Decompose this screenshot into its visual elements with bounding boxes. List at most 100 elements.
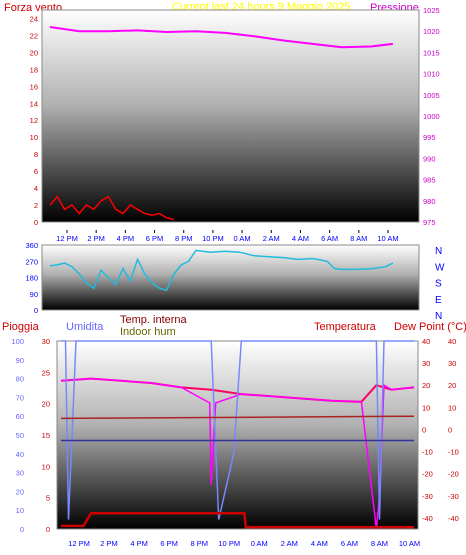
top-xtick-label: 0 AM	[234, 234, 251, 243]
dew-point-ytick-label: 20	[448, 381, 456, 390]
pressure-ytick-label: 1005	[423, 91, 440, 100]
top-frame	[41, 9, 420, 223]
umidita-ytick-label: 10	[16, 506, 24, 515]
dew-point-ytick-label: -20	[448, 470, 459, 479]
bot-xtick-label: 8 AM	[371, 539, 388, 548]
temperatura-ytick-label: 40	[422, 337, 430, 346]
dew-point-ytick-label: -40	[448, 514, 459, 523]
dew-point-ytick-label: -30	[448, 492, 459, 501]
dew-point-ytick-label: 0	[448, 425, 452, 434]
umidita-ytick-label: 0	[20, 525, 24, 534]
direction-compass-label: N	[435, 311, 442, 322]
wind-ytick-label: 18	[30, 65, 38, 74]
temperatura-ytick-label: 20	[422, 381, 430, 390]
bot-plot-area	[57, 341, 418, 529]
wind-line	[49, 195, 175, 221]
rain-line	[61, 512, 414, 529]
direction-compass-label: S	[435, 279, 442, 290]
bot-xtick-label: 8 PM	[190, 539, 208, 548]
temperatura-label: Temperatura	[314, 321, 376, 333]
bot-xtick-label: 10 PM	[218, 539, 240, 548]
temperatura-ytick-label: -10	[422, 448, 433, 457]
direction-ytick-label: 90	[30, 290, 38, 299]
top-xtick-label: 8 PM	[175, 234, 193, 243]
pressure-ytick-label: 990	[423, 154, 436, 163]
temperatura-ytick-label: -30	[422, 492, 433, 501]
mid-frame	[41, 244, 420, 311]
pioggia-ytick-label: 15	[42, 431, 50, 440]
pressure-ytick-label: 1025	[423, 6, 440, 15]
dew-point-ytick-label: 10	[448, 403, 456, 412]
pioggia-ytick-label: 30	[42, 337, 50, 346]
pioggia-ytick-label: 0	[46, 525, 50, 534]
bot-xtick-label: 10 AM	[399, 539, 420, 548]
bot-xtick-label: 0 AM	[251, 539, 268, 548]
temperatura-ytick-label: 10	[422, 403, 430, 412]
direction-compass-label: N	[435, 246, 442, 257]
wind-ytick-label: 8	[34, 150, 38, 159]
humidity-line	[61, 340, 414, 520]
pressure-ytick-label: 1020	[423, 27, 440, 36]
temperatura-ytick-label: -20	[422, 470, 433, 479]
pioggia-label: Pioggia	[2, 321, 39, 333]
wind-ytick-label: 10	[30, 133, 38, 142]
bot-xtick-label: 2 PM	[100, 539, 118, 548]
top-xtick-label: 10 PM	[202, 234, 224, 243]
temperatura-ytick-label: -40	[422, 514, 433, 523]
wind-ytick-label: 24	[30, 14, 38, 23]
wind-ytick-label: 22	[30, 31, 38, 40]
top-xtick-label: 6 PM	[146, 234, 164, 243]
pressure-ytick-label: 980	[423, 197, 436, 206]
umidita-ytick-label: 20	[16, 487, 24, 496]
top-xtick-label: 10 AM	[377, 234, 398, 243]
direction-compass-label: E	[435, 295, 442, 306]
pioggia-ytick-label: 5	[46, 494, 50, 503]
temperatura-ytick-label: 30	[422, 359, 430, 368]
umidita-ytick-label: 40	[16, 450, 24, 459]
umidita-label: Umidita	[66, 321, 104, 333]
dew-point-ytick-label: 30	[448, 359, 456, 368]
wind-ytick-label: 12	[30, 116, 38, 125]
dew-point-ytick-label: 40	[448, 337, 456, 346]
indoor-hum-label: Indoor hum	[120, 326, 176, 338]
top-plot-area	[42, 10, 419, 222]
top-xtick-label: 12 PM	[56, 234, 78, 243]
bot-xtick-label: 12 PM	[68, 539, 90, 548]
wind-ytick-label: 14	[30, 99, 38, 108]
dew-point-ytick-label: -10	[448, 448, 459, 457]
wind-ytick-label: 20	[30, 48, 38, 57]
bot-xtick-label: 4 PM	[130, 539, 148, 548]
pioggia-ytick-label: 20	[42, 400, 50, 409]
top-xtick-label: 2 AM	[263, 234, 280, 243]
direction-ytick-label: 180	[25, 274, 38, 283]
umidita-ytick-label: 50	[16, 431, 24, 440]
pressure-ytick-label: 975	[423, 218, 436, 227]
pressure-ytick-label: 985	[423, 176, 436, 185]
top-xtick-label: 4 AM	[292, 234, 309, 243]
top-xtick-label: 6 AM	[321, 234, 338, 243]
bot-xtick-label: 6 AM	[341, 539, 358, 548]
umidita-ytick-label: 80	[16, 375, 24, 384]
indoor-temp-line	[60, 415, 415, 420]
bot-xtick-label: 2 AM	[281, 539, 298, 548]
pressure-ytick-label: 995	[423, 133, 436, 142]
pressure-ytick-label: 1010	[423, 70, 440, 79]
temperatura-ytick-label: 0	[422, 425, 426, 434]
umidita-ytick-label: 60	[16, 412, 24, 421]
top-xtick-label: 8 AM	[350, 234, 367, 243]
bot-frame	[56, 340, 419, 530]
temp-interna-label: Temp. interna	[120, 314, 187, 326]
wind-ytick-label: 6	[34, 167, 38, 176]
top-xtick-label: 2 PM	[87, 234, 105, 243]
wind-ytick-label: 16	[30, 82, 38, 91]
umidita-ytick-label: 70	[16, 393, 24, 402]
umidita-ytick-label: 30	[16, 469, 24, 478]
pressure-ytick-label: 1000	[423, 112, 440, 121]
pressure-line	[49, 26, 394, 49]
bot-xtick-label: 4 AM	[311, 539, 328, 548]
dew-point-label: Dew Point (°C)	[394, 321, 466, 333]
bot-xtick-label: 6 PM	[160, 539, 178, 548]
pioggia-ytick-label: 10	[42, 462, 50, 471]
direction-ytick-label: 270	[25, 257, 38, 266]
